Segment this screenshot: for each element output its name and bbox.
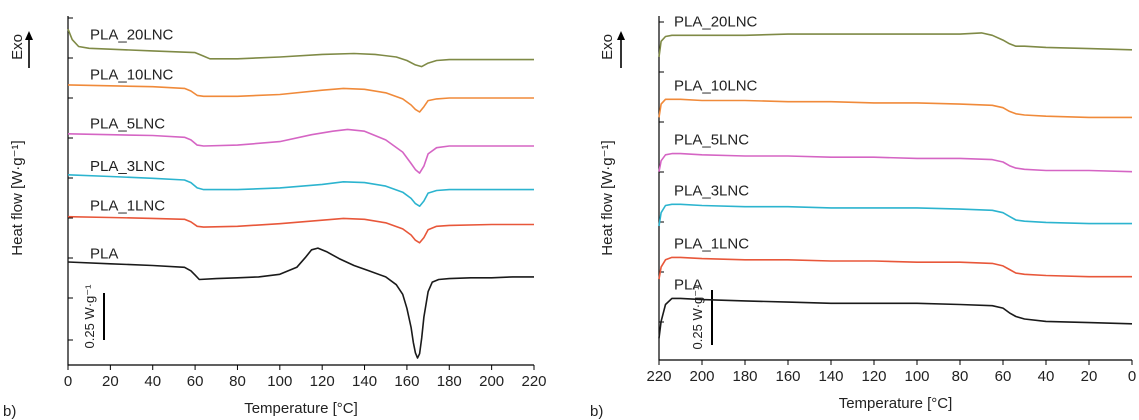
series-line-pla-1lnc [658, 256, 1132, 280]
series-label: PLA_3LNC [90, 158, 165, 175]
panel-label: b) [3, 403, 16, 420]
series-line-pla-1lnc [67, 215, 534, 244]
series-label: PLA_5LNC [90, 115, 165, 132]
dsc-panel-heating: 0 20 40 60 80 100 120 140 160 180 200 220 Temperatur… [3, 16, 547, 420]
x-axis-title: Temperature [°C] [244, 400, 358, 417]
series-line-pla-10lnc [658, 98, 1132, 119]
series-line-pla-3lnc [67, 174, 534, 207]
series-line-pla-5lnc [658, 152, 1133, 173]
series-line-pla-10lnc [67, 84, 534, 113]
x-tick-label: 220 [646, 368, 671, 385]
scale-bar-label: 0.25 W·g⁻¹ [690, 285, 705, 350]
y-axis-title: Heat flow [W·g⁻¹] [9, 140, 26, 255]
exo-label: Exo [599, 34, 616, 60]
series-label: PLA_1LNC [90, 197, 165, 214]
y-axis-title: Heat flow [W·g⁻¹] [599, 140, 616, 255]
series-label: PLA [90, 245, 118, 262]
x-tick-label: 20 [102, 373, 119, 390]
exo-arrowhead-icon [25, 31, 33, 40]
x-axis-title: Temperature [°C] [839, 395, 953, 412]
panel-label: b) [590, 403, 603, 420]
x-tick-label: 180 [437, 373, 462, 390]
x-tick-label: 120 [861, 368, 886, 385]
x-tick-label: 160 [775, 368, 800, 385]
x-tick-label: 40 [144, 373, 161, 390]
exo-label: Exo [9, 34, 26, 60]
x-tick-label: 60 [187, 373, 204, 390]
scale-bar-label: 0.25 W·g⁻¹ [82, 284, 97, 349]
x-tick-label: 0 [64, 373, 72, 390]
dsc-panel-cooling: 220 200 180 160 140 120 100 80 60 40 20 0Temperatur… [590, 13, 1136, 420]
x-tick-label: 120 [310, 373, 335, 390]
series-label: PLA_5LNC [674, 132, 749, 149]
series-label: PLA [674, 276, 702, 293]
series-line-pla [658, 297, 1133, 339]
x-tick-label: 100 [904, 368, 929, 385]
series-line-pla-20lnc [67, 28, 534, 68]
series-line-pla-20lnc [658, 32, 1133, 58]
series-label: PLA_10LNC [90, 66, 174, 83]
x-tick-label: 180 [732, 368, 757, 385]
x-tick-label: 140 [352, 373, 377, 390]
x-tick-label: 80 [952, 368, 969, 385]
series-line-pla-3lnc [658, 203, 1132, 227]
x-tick-label: 60 [995, 368, 1012, 385]
series-label: PLA_10LNC [674, 77, 758, 94]
series-line-pla [67, 247, 534, 359]
x-tick-label: 160 [394, 373, 419, 390]
x-tick-label: 20 [1081, 368, 1098, 385]
x-tick-label: 80 [229, 373, 246, 390]
series-label: PLA_3LNC [674, 182, 749, 199]
x-tick-label: 140 [818, 368, 843, 385]
x-tick-label: 40 [1038, 368, 1055, 385]
x-tick-label: 100 [267, 373, 292, 390]
series-label: PLA_20LNC [90, 26, 174, 43]
series-label: PLA_20LNC [674, 13, 758, 30]
x-tick-label: 200 [479, 373, 504, 390]
series-label: PLA_1LNC [674, 235, 749, 252]
x-tick-label: 0 [1128, 368, 1136, 385]
x-tick-label: 200 [689, 368, 714, 385]
x-tick-label: 220 [521, 373, 546, 390]
series-line-pla-5lnc [67, 128, 534, 174]
exo-arrowhead-icon [617, 31, 625, 40]
